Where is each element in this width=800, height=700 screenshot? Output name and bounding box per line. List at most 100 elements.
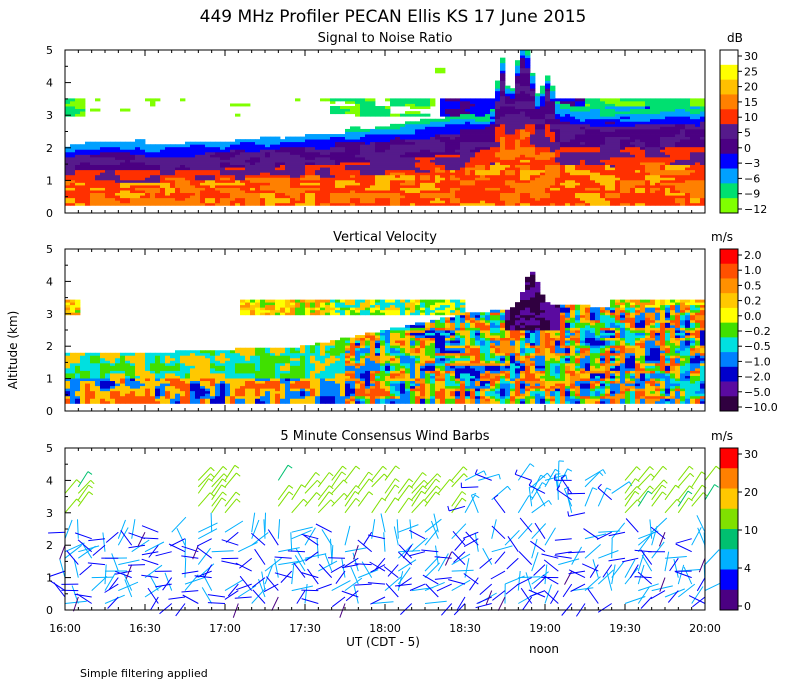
- snr-cell: [255, 177, 261, 181]
- snr-cell: [660, 169, 666, 173]
- snr-cell: [585, 184, 591, 188]
- snr-cell: [700, 136, 706, 140]
- snr-cell: [75, 202, 81, 206]
- snr-cell: [690, 154, 696, 158]
- snr-cell: [465, 98, 471, 102]
- snr-cell: [315, 190, 321, 194]
- velocity-cell: [85, 352, 91, 356]
- snr-cell: [275, 149, 281, 153]
- snr-cell: [145, 167, 151, 171]
- snr-cell: [400, 162, 406, 166]
- snr-cell: [120, 149, 126, 153]
- snr-cell: [565, 164, 571, 168]
- snr-cell: [515, 70, 521, 74]
- snr-cell: [630, 123, 636, 127]
- snr-cell: [125, 154, 131, 158]
- snr-cell: [430, 128, 436, 132]
- snr-cell: [645, 139, 651, 143]
- snr-cell: [505, 111, 511, 115]
- snr-cell: [395, 126, 401, 130]
- snr-cell: [560, 126, 566, 130]
- snr-cell: [175, 159, 181, 163]
- snr-cell: [525, 103, 531, 107]
- snr-cell: [670, 202, 676, 206]
- snr-cell: [470, 98, 476, 102]
- snr-cell: [540, 167, 546, 171]
- snr-cell: [395, 172, 401, 176]
- snr-cell: [575, 108, 581, 112]
- snr-cell: [520, 179, 526, 183]
- snr-cell: [170, 162, 176, 166]
- snr-cell: [440, 121, 446, 125]
- velocity-cell: [130, 360, 136, 364]
- snr-cell: [515, 134, 521, 137]
- snr-cell: [85, 177, 91, 181]
- snr-cell: [440, 164, 446, 168]
- snr-cell: [525, 134, 531, 137]
- snr-cell: [240, 156, 246, 160]
- snr-cell: [420, 154, 426, 158]
- snr-cell: [360, 174, 366, 178]
- snr-cell: [325, 169, 331, 173]
- snr-cell: [550, 106, 556, 109]
- snr-cell: [620, 202, 626, 206]
- snr-cell: [150, 202, 156, 206]
- snr-cell: [700, 154, 706, 158]
- snr-cell: [410, 131, 416, 135]
- snr-cell: [430, 141, 436, 145]
- snr-cell: [310, 184, 316, 188]
- snr-cell: [685, 182, 691, 186]
- snr-cell: [235, 202, 241, 206]
- snr-cell: [445, 111, 451, 115]
- velocity-cell: [85, 393, 91, 397]
- velocity-cell: [100, 373, 106, 376]
- snr-cell: [480, 200, 486, 204]
- snr-cell: [405, 111, 411, 115]
- snr-cell: [140, 149, 146, 153]
- snr-cell: [160, 164, 166, 168]
- snr-cell: [325, 159, 331, 163]
- snr-cell: [395, 202, 401, 206]
- snr-cell: [140, 169, 146, 173]
- snr-cell: [320, 169, 326, 173]
- snr-cell: [360, 167, 366, 171]
- snr-cell: [700, 197, 706, 201]
- snr-cell: [110, 141, 116, 145]
- snr-cell: [430, 172, 436, 176]
- snr-cell: [575, 146, 581, 150]
- snr-cell: [345, 202, 351, 206]
- snr-cell: [350, 98, 356, 102]
- snr-cell: [120, 192, 126, 196]
- snr-cell: [670, 113, 676, 117]
- snr-cell: [475, 131, 481, 135]
- snr-cell: [465, 126, 471, 130]
- snr-cell: [455, 159, 461, 163]
- snr-cell: [420, 146, 426, 150]
- snr-cell: [430, 182, 436, 186]
- snr-cell: [670, 200, 676, 204]
- snr-cell: [580, 169, 586, 173]
- snr-cell: [490, 187, 496, 191]
- snr-cell: [540, 164, 546, 168]
- velocity-cell: [70, 378, 76, 382]
- snr-cell: [400, 141, 406, 145]
- snr-cell: [490, 182, 496, 186]
- snr-cell: [620, 149, 626, 153]
- velocity-cell: [90, 388, 96, 392]
- snr-cell: [520, 67, 526, 71]
- snr-cell: [420, 162, 426, 166]
- snr-cell: [380, 162, 386, 166]
- snr-cell: [200, 144, 206, 148]
- snr-cell: [455, 202, 461, 206]
- snr-cell: [670, 103, 676, 107]
- snr-cell: [435, 179, 441, 183]
- snr-cell: [210, 202, 216, 206]
- snr-cell: [215, 167, 221, 171]
- snr-cell: [145, 195, 151, 199]
- snr-cell: [250, 146, 256, 150]
- snr-cell: [615, 202, 621, 206]
- snr-cell: [465, 146, 471, 150]
- snr-cell: [615, 200, 621, 204]
- snr-cell: [650, 106, 656, 109]
- snr-cell: [650, 195, 656, 199]
